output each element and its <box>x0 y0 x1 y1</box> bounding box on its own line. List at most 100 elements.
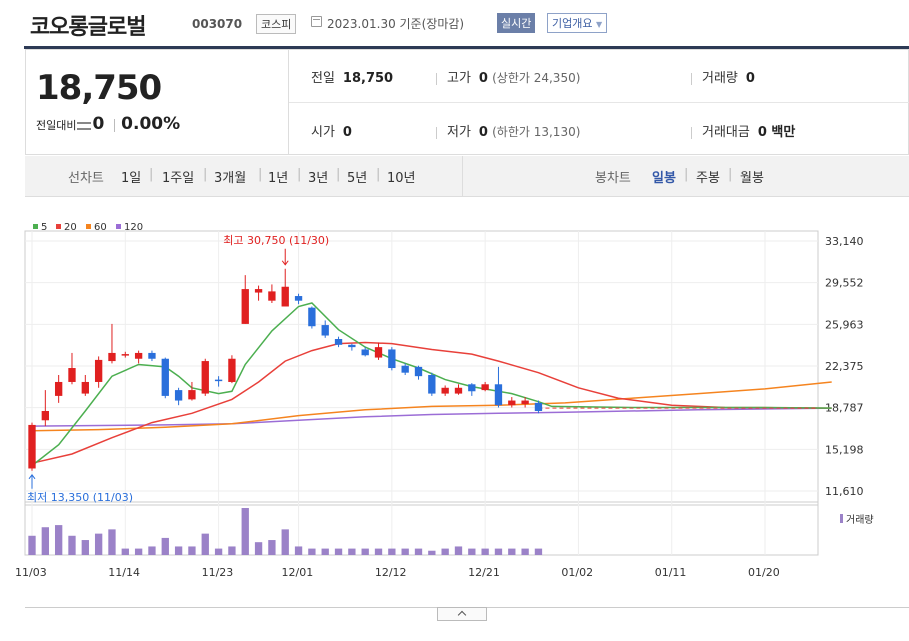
open-label: 시가 <box>311 125 335 140</box>
candle-body <box>414 366 423 377</box>
y-tick-label: 33,140 <box>825 235 864 248</box>
chart-svg: 33,140 29,552 25,963 22,375 18,787 15,198 11,6… <box>15 222 874 579</box>
divider: | <box>149 167 154 182</box>
volume-bar <box>108 529 116 555</box>
chevron-up-icon <box>457 610 467 620</box>
volume-bar <box>161 537 169 555</box>
volume-bar <box>294 546 303 555</box>
candle-body <box>228 358 236 382</box>
candle-body <box>28 424 36 469</box>
volume-bar <box>334 548 343 555</box>
candle-body <box>81 381 89 394</box>
volume-bar <box>508 548 516 555</box>
divider: | <box>258 167 263 182</box>
price-change: 전일대비 0 0.00% <box>36 114 180 134</box>
volume-label: 거래량 <box>702 71 738 86</box>
candle-body <box>134 352 143 359</box>
change-rate: 0.00% <box>121 114 181 134</box>
price-chart: 33,140 29,552 25,963 22,375 18,787 15,198 11,6… <box>0 205 909 609</box>
divider <box>114 119 116 132</box>
volume-bar <box>121 548 129 555</box>
x-tick-label: 01/20 <box>748 566 780 579</box>
volume-bar <box>348 548 356 555</box>
divider <box>289 102 909 103</box>
x-tick-label: 11/23 <box>202 566 234 579</box>
volume-bar <box>41 527 49 555</box>
candle-chart-label: 봉차트 <box>595 171 631 186</box>
corp-info-dropdown[interactable]: 기업개요 ▼ <box>547 13 608 33</box>
volume-bar <box>388 548 396 555</box>
volume-legend-label: 거래량 <box>846 514 874 526</box>
high-price: 고가 0 (상한가 24,350) <box>436 67 580 86</box>
divider: | <box>203 167 208 182</box>
tab-10y[interactable]: 10년 <box>387 171 416 186</box>
x-tick-label: 11/14 <box>108 566 140 579</box>
amount-label: 거래대금 <box>702 125 750 140</box>
volume-bar <box>454 546 463 555</box>
candle-body <box>161 358 169 396</box>
legend-swatch <box>33 224 38 229</box>
volume-bar <box>28 535 36 555</box>
divider <box>691 126 692 139</box>
volume-bar <box>281 529 289 555</box>
realtime-button[interactable]: 실시간 <box>497 13 536 33</box>
volume-bar <box>81 540 89 555</box>
legend-label: 5 <box>41 222 47 233</box>
corp-info-label: 기업개요 <box>552 17 593 30</box>
divider: | <box>684 167 689 182</box>
volume-bar <box>68 535 76 555</box>
collapse-chart-button[interactable] <box>437 607 487 621</box>
lower-limit: (하한가 13,130) <box>492 125 581 139</box>
candle-body <box>241 289 249 324</box>
tab-3m[interactable]: 3개월 <box>214 171 247 186</box>
tab-weekly[interactable]: 주봉 <box>696 171 720 186</box>
tab-1w[interactable]: 1주일 <box>162 171 195 186</box>
legend-swatch <box>86 224 91 229</box>
x-tick-label: 12/21 <box>468 566 500 579</box>
volume-bar <box>481 548 489 555</box>
legend-label: 120 <box>124 222 143 233</box>
candle-body <box>294 296 303 301</box>
candle-body <box>308 307 316 327</box>
volume: 거래량 0 <box>691 67 755 86</box>
open-value: 0 <box>342 125 352 140</box>
tab-daily[interactable]: 일봉 <box>652 171 676 186</box>
legend-label: 20 <box>64 222 77 233</box>
volume-bar <box>268 540 276 555</box>
y-tick-label: 11,610 <box>825 485 864 498</box>
chart-period-tabs: 선차트 1일 | 1주일 | 3개월 | 1년 | 3년 | 5년 | 10년 … <box>25 156 909 197</box>
y-tick-label: 29,552 <box>825 277 864 290</box>
tab-1y[interactable]: 1년 <box>268 171 289 186</box>
y-tick-label: 25,963 <box>825 318 864 331</box>
tab-3y[interactable]: 3년 <box>308 171 329 186</box>
high-label: 고가 <box>447 71 471 86</box>
low-value: 0 <box>478 125 488 140</box>
candle-body <box>94 359 103 382</box>
tab-monthly[interactable]: 월봉 <box>740 171 764 186</box>
ma60-line <box>31 381 832 432</box>
x-tick-label: 01/02 <box>561 566 593 579</box>
x-tick-label: 12/12 <box>375 566 407 579</box>
low-price: 저가 0 (하한가 13,130) <box>436 121 580 140</box>
divider <box>288 50 289 154</box>
prev-label: 전일 <box>311 71 335 86</box>
y-tick-label: 18,787 <box>825 402 864 415</box>
tab-1d[interactable]: 1일 <box>121 171 142 186</box>
volume-bar <box>401 548 409 555</box>
change-value: 0 <box>92 114 105 134</box>
ma5-line <box>31 302 832 467</box>
line-chart-label: 선차트 <box>68 171 104 186</box>
volume-bar <box>54 525 63 555</box>
trade-amount: 거래대금 0 백만 <box>691 121 795 140</box>
candle-body <box>441 387 449 394</box>
x-tick-label: 01/11 <box>655 566 687 579</box>
candle-body <box>494 384 503 406</box>
candle-body <box>521 400 529 405</box>
tab-5y[interactable]: 5년 <box>347 171 368 186</box>
candle-body <box>454 387 463 394</box>
prev-close: 전일 18,750 <box>311 67 393 86</box>
low-label: 저가 <box>447 125 471 140</box>
min-price-label: 최저 13,350 (11/03) <box>27 491 133 504</box>
candle-body <box>361 349 369 356</box>
high-value: 0 <box>478 71 488 86</box>
